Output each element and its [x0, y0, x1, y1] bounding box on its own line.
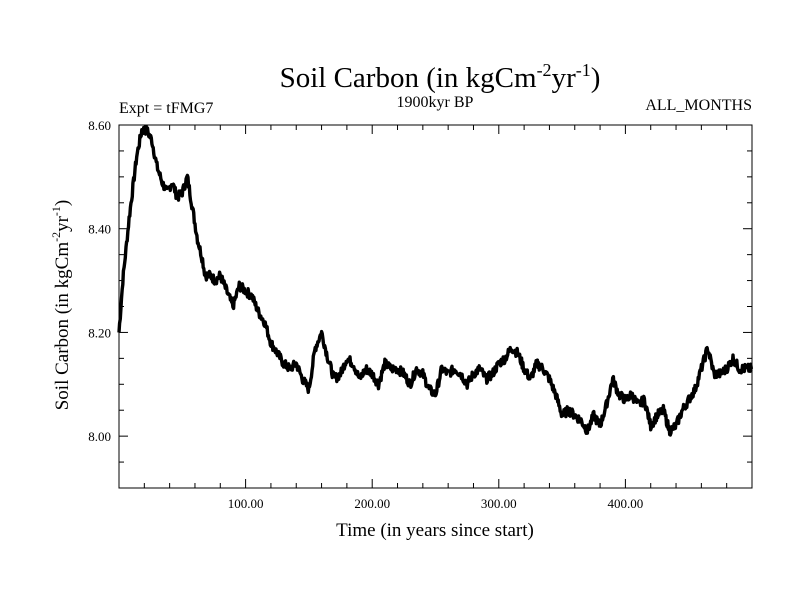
x-tick-label: 100.00 — [228, 496, 264, 511]
x-axis-title: Time (in years since start) — [336, 520, 534, 541]
axis-ticks: 100.00 200.00 300.00 400.00 8.00 8.20 8.40 8.60 — [88, 118, 752, 511]
experiment-label: Expt = tFMG7 — [119, 100, 213, 117]
months-label: ALL_MONTHS — [645, 97, 752, 114]
soil-carbon-series-line — [117, 124, 754, 437]
plot-frame — [118, 124, 753, 489]
period-label: 1900kyr BP — [397, 94, 474, 111]
y-tick-label: 8.20 — [88, 325, 111, 340]
y-tick-label: 8.40 — [88, 222, 111, 237]
chart-title: Soil Carbon (in kgCm-2yr-1) — [280, 60, 601, 94]
x-tick-label: 200.00 — [354, 496, 390, 511]
y-tick-label: 8.60 — [88, 118, 111, 133]
x-tick-label: 400.00 — [608, 496, 644, 511]
y-tick-label: 8.00 — [88, 429, 111, 444]
y-axis-title: Soil Carbon (in kgCm-2yr-1) — [49, 200, 73, 411]
x-tick-label: 300.00 — [481, 496, 517, 511]
